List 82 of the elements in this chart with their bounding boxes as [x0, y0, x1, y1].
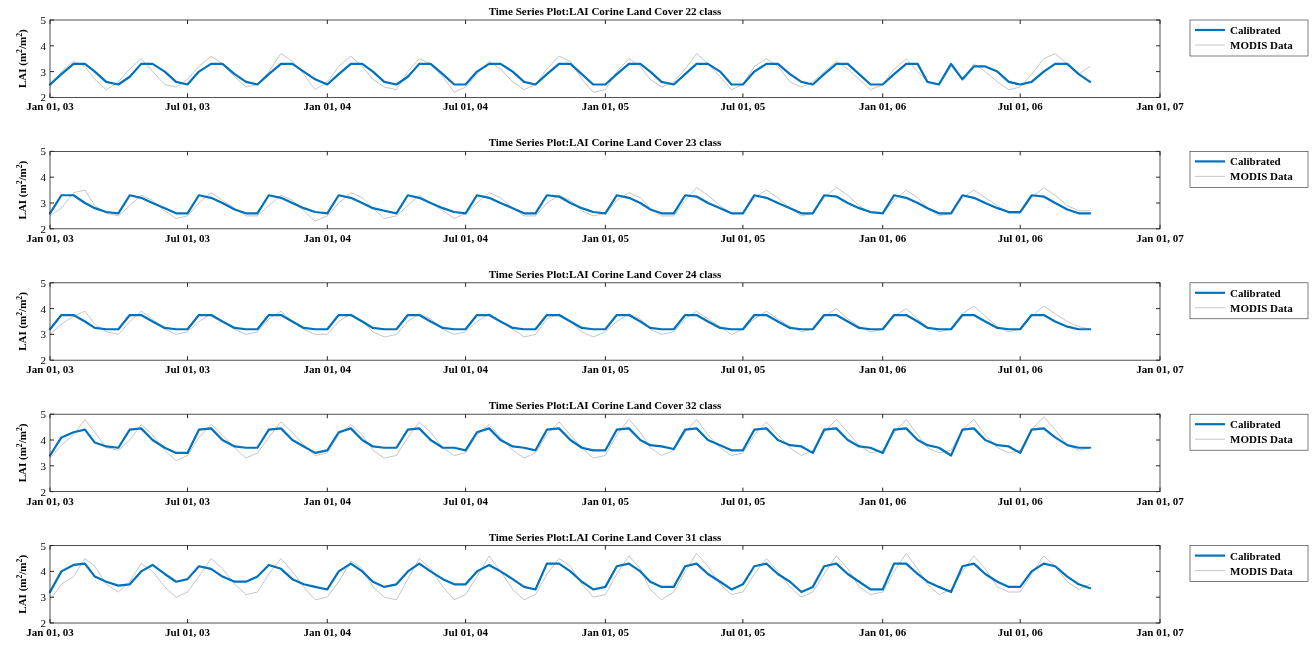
x-tick-label: Jan 01, 07: [1136, 231, 1185, 244]
x-tick-label: Jan 01, 05: [581, 494, 630, 507]
line-series: [49, 53, 1091, 93]
y-tick-label: 5: [40, 14, 47, 26]
x-tick-label: Jul 01, 05: [720, 494, 766, 507]
x-tick-label: Jan 01, 06: [859, 626, 907, 638]
x-tick-label: Jan 01, 05: [581, 363, 630, 376]
legend-label: MODIS Data: [1230, 170, 1294, 183]
legend-label: MODIS Data: [1230, 564, 1294, 577]
x-tick-label: Jul 01, 06: [997, 231, 1044, 244]
legend-label: MODIS Data: [1230, 39, 1294, 51]
line-series: [49, 552, 1091, 601]
x-tick-label: Jul 01, 03: [165, 494, 211, 507]
y-tick-label: 3: [40, 591, 47, 604]
x-tick-label: Jul 01, 03: [165, 100, 211, 113]
x-tick-label: Jul 01, 06: [997, 494, 1044, 507]
y-tick-label: 3: [40, 328, 47, 341]
x-tick-label: Jan 01, 07: [1136, 626, 1185, 638]
x-tick-label: Jan 01, 07: [1136, 363, 1185, 376]
x-tick-label: Jul 01, 06: [997, 626, 1044, 638]
line-series: [48, 313, 1092, 331]
y-tick-label: 3: [40, 197, 47, 209]
line-series: [49, 187, 1091, 222]
x-tick-label: Jan 01, 05: [581, 100, 630, 113]
legend-label: MODIS Data: [1230, 433, 1294, 446]
x-tick-label: Jan 01, 06: [859, 100, 907, 113]
legend-label: Calibrated: [1230, 418, 1281, 431]
x-tick-label: Jan 01, 03: [26, 626, 75, 638]
x-tick-label: Jan 01, 06: [859, 231, 907, 244]
x-tick-label: Jul 01, 04: [443, 100, 489, 113]
y-tick-label: 2: [40, 485, 46, 498]
x-tick-label: Jul 01, 04: [443, 626, 489, 638]
y-tick-label: 2: [40, 617, 46, 629]
legend-label: Calibrated: [1230, 286, 1281, 299]
line-series: [48, 194, 1092, 215]
y-tick-label: 5: [40, 276, 47, 289]
legend-label: Calibrated: [1230, 24, 1281, 36]
y-tick-label: 2: [40, 222, 46, 235]
chart-title: Time Series Plot:LAI Corine Land Cover 23 class: [488, 136, 723, 149]
x-tick-label: Jul 01, 04: [443, 231, 489, 244]
x-tick-label: Jul 01, 05: [720, 363, 766, 376]
y-tick-label: 5: [40, 145, 47, 158]
legend-label: Calibrated: [1230, 549, 1281, 562]
legend-label: MODIS Data: [1230, 301, 1294, 314]
line-series: [48, 562, 1092, 594]
x-tick-label: Jan 01, 07: [1136, 100, 1185, 113]
y-tick-label: 4: [40, 302, 47, 315]
x-tick-label: Jul 01, 06: [997, 363, 1044, 376]
chart-title: Time Series Plot:LAI Corine Land Cover 32 class: [488, 399, 723, 412]
x-tick-label: Jul 01, 03: [165, 231, 211, 244]
x-tick-label: Jul 01, 05: [720, 100, 766, 113]
x-tick-label: Jan 01, 04: [303, 626, 352, 638]
y-tick-label: 4: [40, 171, 47, 184]
x-tick-label: Jul 01, 04: [443, 494, 489, 507]
x-tick-label: Jul 01, 05: [720, 626, 766, 638]
x-tick-label: Jul 01, 06: [997, 100, 1044, 113]
y-tick-label: 3: [40, 65, 47, 78]
y-tick-label: 3: [40, 459, 47, 472]
x-tick-label: Jan 01, 04: [303, 494, 352, 507]
chart-title: Time Series Plot:LAI Corine Land Cover 24 class: [488, 267, 723, 280]
y-tick-label: 4: [40, 434, 47, 446]
y-tick-label: 5: [40, 539, 47, 552]
line-series: [48, 62, 1092, 86]
y-tick-label: 4: [40, 39, 47, 52]
x-tick-label: Jan 01, 04: [303, 363, 352, 376]
x-tick-label: Jul 01, 05: [720, 231, 766, 244]
x-tick-label: Jan 01, 05: [581, 231, 630, 244]
legend-label: Calibrated: [1230, 155, 1281, 168]
x-tick-label: Jan 01, 06: [859, 494, 907, 507]
chart-title: Time Series Plot:LAI Corine Land Cover 22 class: [488, 5, 723, 17]
x-tick-label: Jan 01, 04: [303, 231, 352, 244]
y-tick-label: 5: [40, 408, 47, 421]
x-tick-label: Jul 01, 03: [165, 363, 211, 376]
chart-title: Time Series Plot:LAI Corine Land Cover 31 class: [488, 530, 723, 543]
x-tick-label: Jul 01, 04: [443, 363, 489, 376]
x-tick-label: Jan 01, 07: [1136, 494, 1185, 507]
x-tick-label: Jan 01, 04: [303, 100, 352, 113]
y-tick-label: 4: [40, 565, 47, 578]
x-tick-label: Jan 01, 05: [581, 626, 630, 638]
x-tick-label: Jul 01, 03: [165, 626, 211, 638]
line-series: [48, 427, 1092, 457]
x-tick-label: Jan 01, 06: [859, 363, 907, 376]
